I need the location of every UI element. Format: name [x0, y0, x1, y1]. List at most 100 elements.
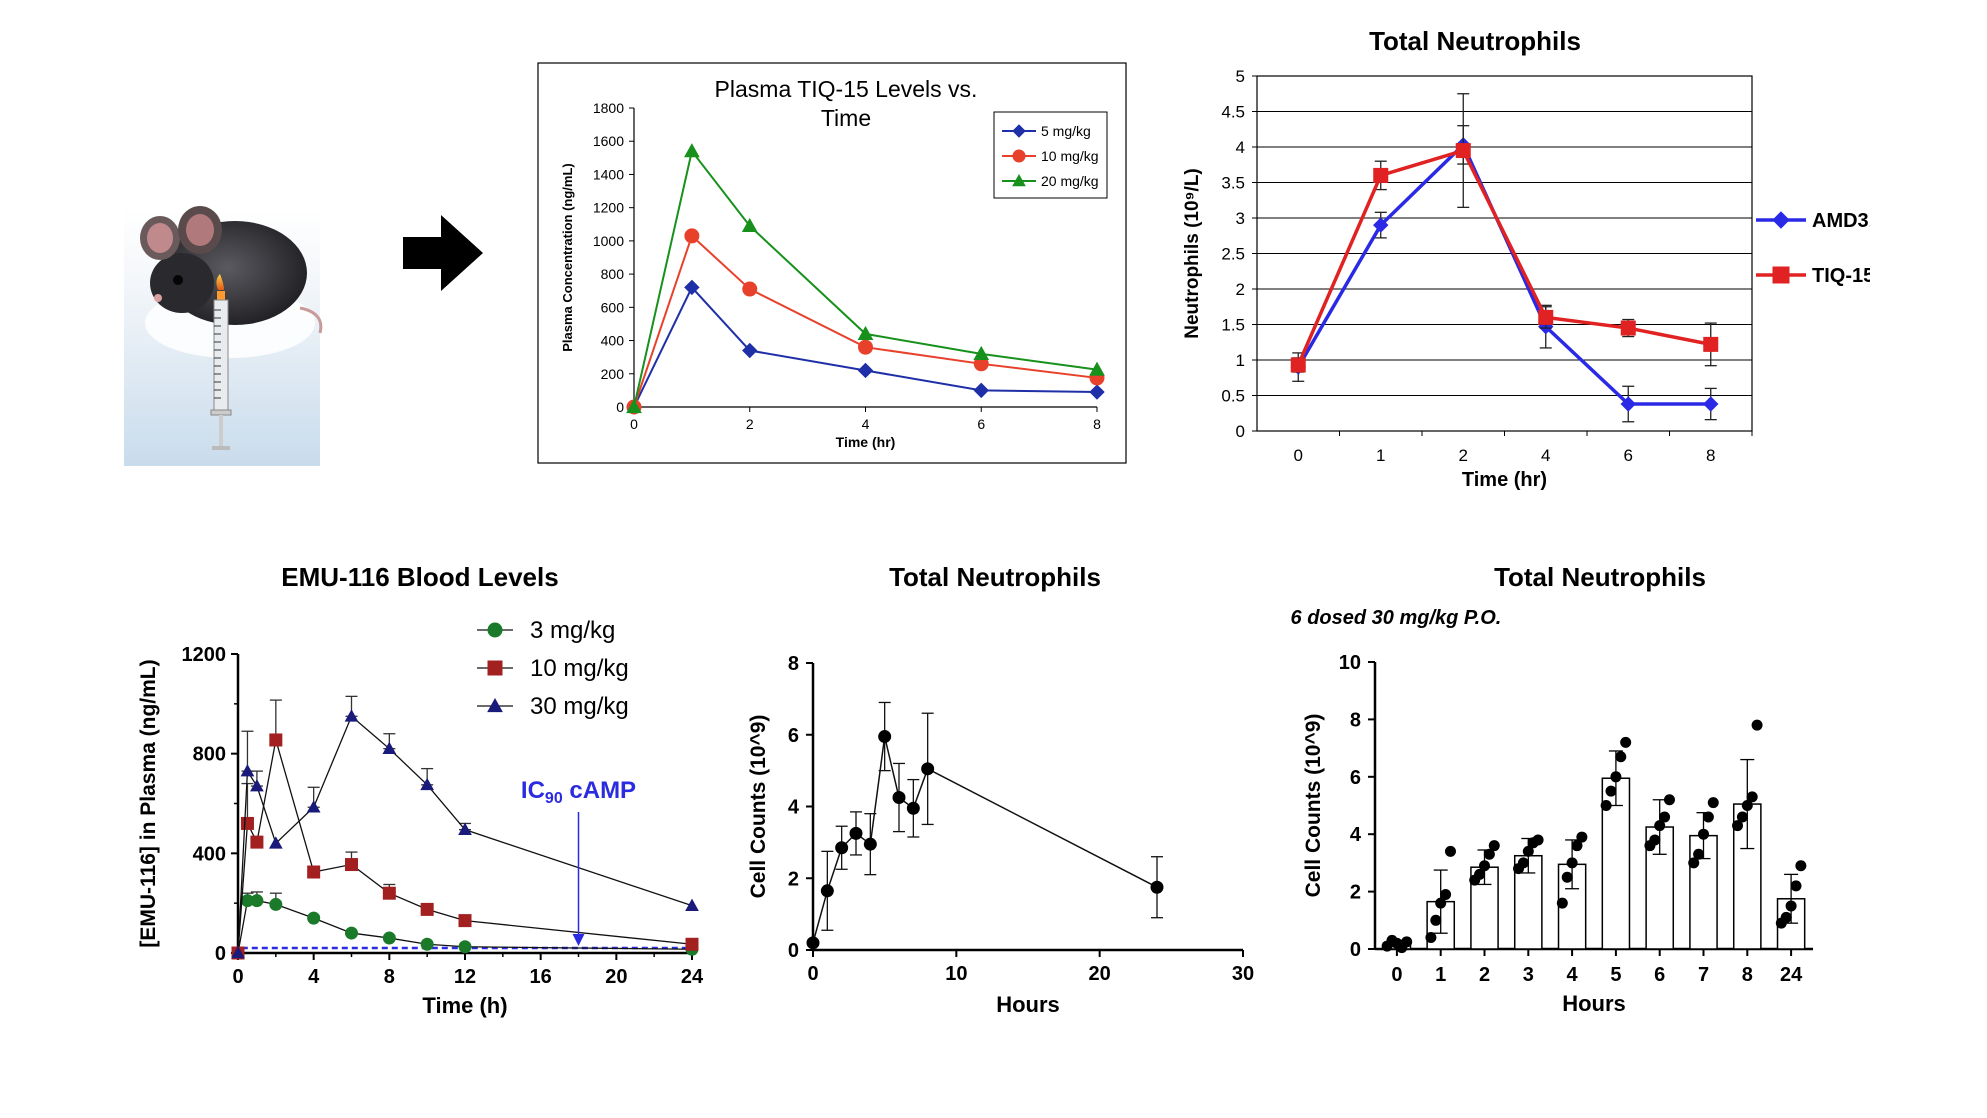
- y-tick-label: 10: [1339, 652, 1361, 674]
- data-point: [382, 931, 396, 945]
- series-20-mg-kg: [626, 143, 1105, 414]
- data-point: [1483, 848, 1495, 860]
- bar-group-7: [1688, 797, 1719, 950]
- y-tick-label: 3: [1236, 209, 1245, 228]
- data-point: [382, 741, 397, 754]
- legend-label: 30 mg/kg: [530, 693, 629, 720]
- y-axis-label: Cell Counts (10^9): [747, 715, 770, 899]
- legend-marker: [1772, 211, 1790, 229]
- y-tick-label: 1: [1236, 351, 1245, 370]
- data-point: [250, 835, 264, 849]
- legend-marker: [487, 622, 503, 638]
- data-point: [1600, 800, 1612, 811]
- y-tick-label: 400: [601, 333, 625, 349]
- x-tick-label: 0: [807, 963, 818, 985]
- y-tick-label: 200: [601, 366, 625, 382]
- legend: 5 mg/kg 10 mg/kg 20 mg/kg: [993, 111, 1108, 199]
- data-point: [307, 865, 321, 879]
- data-point: [685, 937, 699, 951]
- x-tick-label: 24: [1780, 964, 1803, 986]
- data-point: [1576, 831, 1588, 843]
- data-point: [269, 733, 283, 747]
- data-point: [1610, 771, 1622, 783]
- x-tick-label: 1: [1376, 446, 1385, 465]
- y-tick-label: 6: [788, 725, 799, 747]
- x-tick-label: 0: [232, 966, 243, 988]
- data-point: [1790, 880, 1802, 892]
- data-point: [1620, 320, 1636, 336]
- legend-marker: [487, 697, 503, 713]
- data-point: [1435, 897, 1447, 909]
- series-line: [237, 715, 693, 954]
- data-point: [382, 886, 396, 900]
- y-tick-label: 4: [1236, 138, 1245, 157]
- data-point: [1649, 834, 1661, 846]
- legend-label: TIQ-15: [1812, 265, 1870, 287]
- data-point: [1522, 845, 1534, 857]
- x-tick-label: 8: [1093, 416, 1101, 432]
- bar-group-3: [1513, 834, 1544, 950]
- y-tick-label: 4: [788, 797, 800, 819]
- y-tick-label: 1600: [593, 133, 624, 149]
- series-line: [237, 739, 693, 954]
- x-tick-label: 6: [1654, 964, 1665, 986]
- x-tick-label: 8: [1706, 446, 1715, 465]
- data-point: [684, 228, 700, 244]
- y-tick-label: 800: [601, 266, 625, 282]
- data-point: [820, 884, 834, 898]
- series-line: [1296, 141, 1711, 406]
- data-point: [742, 342, 758, 359]
- chart-title: Total Neutrophils: [889, 562, 1101, 592]
- x-tick-label: 20: [605, 966, 627, 988]
- legend-marker: [487, 660, 503, 676]
- data-point: [1620, 736, 1632, 748]
- data-point: [1615, 751, 1627, 763]
- data-point: [1703, 336, 1719, 352]
- total-neutrophils-amd-tiq-chart: Total Neutrophils 0 0.5 1 1.5 2 2.5 3 3.5 4 4.5 5 0 1…: [1182, 26, 1870, 491]
- bar-group-2: [1469, 840, 1500, 950]
- y-tick-label: 1000: [593, 233, 624, 249]
- series-30-mg-kg: [231, 695, 699, 959]
- plasma-tiq15-chart: Plasma TIQ-15 Levels vs.Time020040060080…: [537, 62, 1127, 464]
- legend-marker: [1012, 124, 1026, 138]
- data-point: [892, 791, 906, 805]
- data-point: [250, 779, 264, 792]
- data-point: [1556, 897, 1568, 909]
- y-axis-label: Cell Counts (10^9): [1302, 714, 1325, 898]
- data-point: [1732, 820, 1744, 832]
- data-point: [269, 897, 283, 911]
- y-tick-label: 2: [788, 868, 799, 890]
- y-tick-label: 1200: [593, 200, 624, 216]
- y-tick-label: 4.5: [1221, 103, 1245, 122]
- y-axis-label: [EMU-116] in Plasma (ng/mL): [137, 659, 160, 947]
- data-point: [420, 937, 434, 951]
- bar-group-6: [1644, 794, 1675, 950]
- data-point: [240, 816, 254, 830]
- y-tick-label: 1800: [593, 100, 624, 116]
- data-point: [1373, 167, 1389, 183]
- x-tick-label: 0: [1391, 964, 1402, 986]
- chart-title: EMU-116 Blood Levels: [281, 562, 558, 592]
- y-tick-label: 2.5: [1221, 245, 1245, 264]
- legend-label: 5 mg/kg: [1041, 123, 1091, 139]
- syringe-icon: [210, 274, 232, 450]
- data-point: [250, 894, 264, 908]
- data-point: [1474, 868, 1486, 880]
- data-point: [1566, 857, 1578, 869]
- x-tick-label: 3: [1523, 964, 1534, 986]
- x-axis-label: Time (hr): [1462, 469, 1547, 491]
- data-point: [921, 762, 935, 776]
- data-point: [1605, 785, 1617, 797]
- y-tick-label: 1.5: [1221, 316, 1245, 335]
- legend: AMD3100 TIQ-15: [1756, 210, 1870, 287]
- data-point: [1654, 820, 1666, 832]
- data-point: [741, 217, 758, 233]
- data-point: [857, 325, 874, 341]
- x-axis-label: Time (hr): [836, 434, 896, 450]
- legend-label: 20 mg/kg: [1041, 173, 1099, 189]
- y-tick-label: 5: [1236, 67, 1245, 86]
- data-point: [806, 936, 820, 950]
- y-tick-label: 0.5: [1221, 387, 1245, 406]
- data-point: [1089, 384, 1105, 400]
- emu116-blood-levels-chart: EMU-116 Blood Levels 0 400 800 1200 0 4 8 12 16 20…: [137, 562, 704, 1018]
